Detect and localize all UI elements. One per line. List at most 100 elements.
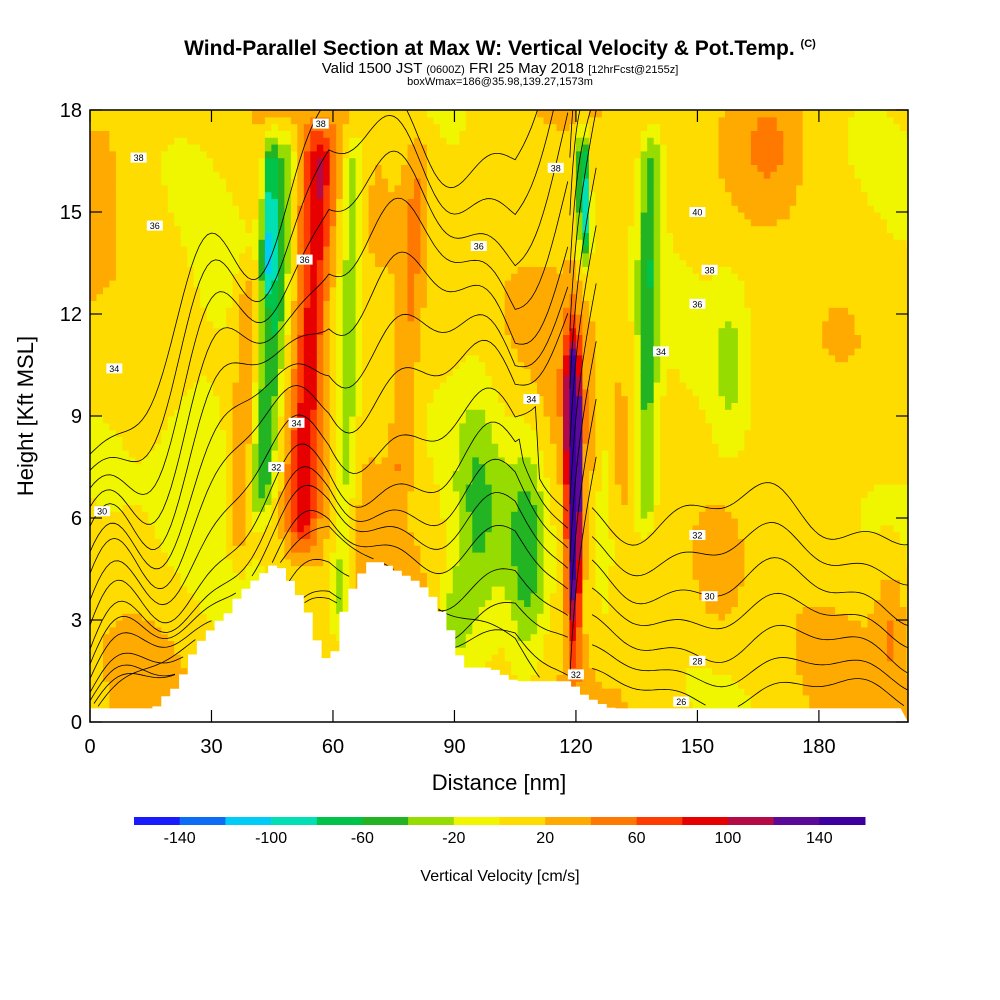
velocity-cell — [90, 307, 98, 315]
velocity-cell — [362, 205, 370, 213]
velocity-cell — [187, 599, 195, 607]
velocity-cell — [154, 552, 162, 560]
velocity-cell — [174, 429, 182, 437]
velocity-cell — [349, 144, 357, 152]
velocity-cell — [141, 232, 149, 240]
velocity-cell — [394, 409, 402, 417]
velocity-cell — [420, 320, 428, 329]
velocity-cell — [109, 150, 117, 159]
velocity-cell — [239, 477, 247, 485]
velocity-cell — [271, 123, 279, 131]
velocity-cell — [264, 239, 272, 247]
velocity-cell — [297, 110, 305, 118]
velocity-cell — [277, 450, 285, 458]
velocity-cell — [407, 110, 415, 118]
velocity-cell — [90, 205, 98, 213]
velocity-cell — [103, 701, 111, 709]
velocity-cell — [128, 130, 136, 138]
velocity-cell — [206, 456, 214, 465]
velocity-cell — [206, 388, 214, 397]
velocity-cell — [252, 354, 260, 363]
velocity-cell — [303, 375, 311, 383]
velocity-cell — [180, 354, 188, 363]
velocity-cell — [232, 463, 240, 471]
velocity-cell — [414, 382, 422, 390]
velocity-cell — [401, 300, 409, 308]
velocity-cell — [284, 354, 292, 363]
velocity-cell — [232, 382, 240, 390]
velocity-cell — [115, 246, 123, 254]
velocity-cell — [342, 150, 350, 159]
velocity-cell — [206, 293, 214, 301]
velocity-cell — [264, 348, 272, 356]
velocity-cell — [103, 681, 111, 689]
velocity-cell — [329, 246, 337, 254]
velocity-cell — [310, 388, 318, 397]
velocity-cell — [271, 286, 279, 295]
velocity-cell — [271, 205, 279, 213]
velocity-cell — [368, 123, 376, 131]
velocity-cell — [381, 490, 389, 499]
velocity-cell — [200, 395, 208, 403]
velocity-cell — [148, 382, 156, 390]
velocity-cell — [258, 273, 266, 281]
velocity-cell — [271, 137, 279, 145]
velocity-cell — [323, 620, 331, 628]
velocity-cell — [206, 565, 214, 573]
velocity-cell — [394, 164, 402, 172]
velocity-cell — [258, 327, 266, 335]
velocity-cell — [180, 552, 188, 560]
velocity-cell — [381, 463, 389, 471]
velocity-cell — [167, 429, 175, 437]
velocity-cell — [180, 205, 188, 213]
velocity-cell — [290, 524, 298, 533]
velocity-cell — [122, 531, 130, 539]
velocity-cell — [245, 144, 253, 152]
velocity-cell — [375, 123, 383, 131]
velocity-cell — [232, 354, 240, 363]
velocity-cell — [388, 518, 396, 526]
velocity-cell — [297, 286, 305, 295]
velocity-cell — [103, 171, 111, 179]
velocity-cell — [252, 511, 260, 519]
velocity-cell — [277, 327, 285, 335]
velocity-cell — [388, 232, 396, 240]
velocity-cell — [232, 286, 240, 295]
velocity-cell — [219, 443, 227, 451]
velocity-cell — [401, 497, 409, 505]
velocity-cell — [323, 443, 331, 451]
velocity-cell — [420, 334, 428, 342]
velocity-cell — [115, 456, 123, 465]
velocity-cell — [316, 395, 324, 403]
velocity-cell — [342, 416, 350, 424]
velocity-cell — [141, 327, 149, 335]
velocity-cell — [388, 497, 396, 505]
velocity-cell — [264, 205, 272, 213]
velocity-cell — [355, 212, 363, 220]
velocity-cell — [323, 395, 331, 403]
velocity-cell — [290, 436, 298, 444]
velocity-cell — [401, 402, 409, 410]
velocity-cell — [342, 490, 350, 499]
velocity-cell — [180, 613, 188, 621]
velocity-cell — [109, 538, 117, 546]
velocity-cell — [213, 443, 221, 451]
velocity-cell — [401, 395, 409, 403]
velocity-cell — [439, 280, 447, 288]
velocity-cell — [414, 409, 422, 417]
velocity-cell — [90, 620, 98, 628]
velocity-cell — [193, 354, 201, 363]
velocity-cell — [394, 225, 402, 233]
velocity-cell — [180, 647, 188, 655]
velocity-cell — [128, 681, 136, 689]
velocity-cell — [96, 116, 104, 125]
velocity-cell — [128, 416, 136, 424]
velocity-cell — [141, 320, 149, 329]
velocity-cell — [368, 205, 376, 213]
velocity-cell — [439, 246, 447, 254]
velocity-cell — [180, 368, 188, 376]
velocity-cell — [167, 443, 175, 451]
velocity-cell — [297, 184, 305, 193]
velocity-cell — [420, 484, 428, 492]
velocity-cell — [401, 429, 409, 437]
